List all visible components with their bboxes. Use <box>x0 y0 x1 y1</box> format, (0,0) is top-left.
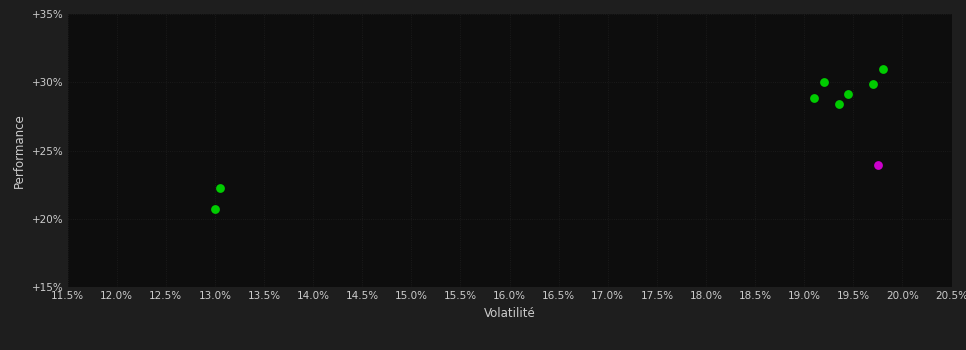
Point <box>875 66 891 72</box>
Point <box>807 95 822 101</box>
Point <box>870 162 886 168</box>
Point <box>866 82 881 87</box>
Point <box>840 91 856 97</box>
Point <box>816 79 832 84</box>
Point <box>208 206 223 211</box>
Y-axis label: Performance: Performance <box>14 113 26 188</box>
Point <box>213 185 228 191</box>
X-axis label: Volatilité: Volatilité <box>484 307 535 320</box>
Point <box>831 101 846 107</box>
